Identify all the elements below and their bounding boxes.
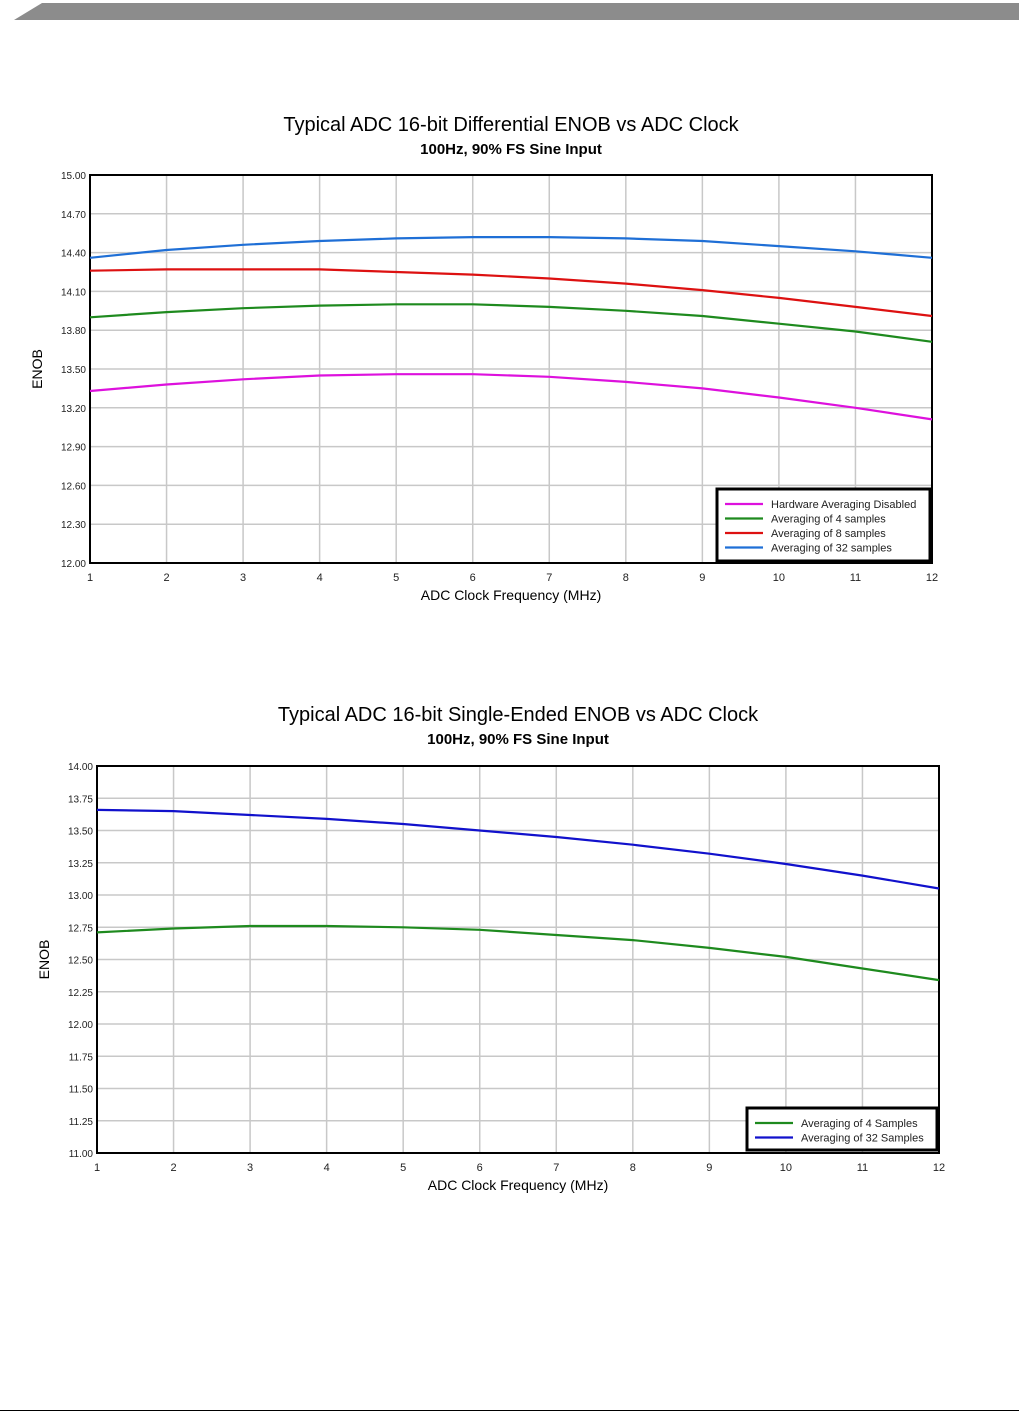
- chart-2-y-tick-label: 11.75: [69, 1052, 94, 1063]
- chart-2-subtitle: 100Hz, 90% FS Sine Input: [427, 731, 609, 748]
- chart-2-y-axis-title: ENOB: [36, 940, 52, 980]
- chart-2-x-tick-label: 1: [94, 1162, 100, 1174]
- chart-2-x-tick-label: 11: [857, 1162, 868, 1174]
- chart-2-x-tick-label: 10: [780, 1162, 792, 1174]
- chart-2-y-tick-label: 12.75: [68, 923, 93, 934]
- chart-1-x-tick-label: 5: [393, 572, 399, 584]
- chart-2-y-tick-label: 13.75: [68, 794, 93, 805]
- chart-1-y-tick-label: 12.60: [61, 481, 86, 492]
- chart-2-y-tick-label: 13.25: [68, 859, 93, 870]
- chart-1-title: Typical ADC 16-bit Differential ENOB vs …: [283, 114, 739, 136]
- chart-2-y-tick-label: 14.00: [68, 762, 93, 773]
- chart-1-x-tick-label: 4: [317, 572, 323, 584]
- chart-2-x-tick-label: 2: [170, 1162, 176, 1174]
- chart-1-legend-label: Averaging of 8 samples: [771, 528, 886, 540]
- chart-1-plot-border: [89, 174, 933, 564]
- chart-2-y-tick-label: 11.25: [69, 1117, 94, 1128]
- chart-2-legend-label: Averaging of 4 Samples: [801, 1118, 918, 1130]
- chart-2-title: Typical ADC 16-bit Single-Ended ENOB vs …: [277, 704, 759, 726]
- chart-2-y-tick-label: 12.00: [68, 1020, 93, 1031]
- chart-1-x-axis-title: ADC Clock Frequency (MHz): [421, 587, 601, 603]
- chart-1-y-tick-label: 12.90: [61, 443, 86, 454]
- chart-1-y-tick-label: 13.50: [61, 365, 86, 376]
- chart-1-x-tick-label: 10: [773, 572, 785, 584]
- chart-2-x-axis-title: ADC Clock Frequency (MHz): [428, 1177, 608, 1193]
- chart-1-legend-label: Hardware Averaging Disabled: [771, 499, 916, 511]
- footer-rule: [0, 1410, 1019, 1411]
- chart-1-x-tick-label: 9: [699, 572, 705, 584]
- chart-2-legend-label: Averaging of 32 Samples: [801, 1133, 924, 1145]
- chart-1-x-tick-label: 6: [470, 572, 476, 584]
- chart-2-y-tick-label: 12.25: [68, 988, 93, 999]
- chart-1-legend-label: Averaging of 4 samples: [771, 514, 886, 526]
- chart-1-y-tick-label: 14.10: [61, 287, 86, 298]
- chart-1-y-tick-label: 13.80: [61, 326, 86, 337]
- chart-2-y-tick-label: 13.00: [68, 891, 93, 902]
- chart-1-y-tick-label: 14.70: [61, 210, 86, 221]
- chart-1-y-tick-label: 13.20: [61, 404, 86, 415]
- chart-1-y-axis-title: ENOB: [29, 349, 45, 389]
- chart-2-plot-border: [96, 765, 940, 1154]
- header-band: [14, 3, 1019, 20]
- chart-2-y-tick-label: 11.00: [69, 1149, 94, 1160]
- chart-1-legend: [715, 487, 932, 563]
- chart-1-series-1-line: [89, 373, 933, 421]
- chart-2-x-tick-label: 9: [706, 1162, 712, 1174]
- chart-2-x-tick-label: 6: [477, 1162, 483, 1174]
- chart-1-x-tick-label: 12: [926, 572, 938, 584]
- chart-2-series-1-line: [96, 924, 940, 982]
- chart-1-y-tick-label: 14.40: [61, 249, 86, 260]
- chart-1-x-tick-label: 11: [850, 572, 861, 584]
- chart-1-y-tick-label: 15.00: [61, 171, 86, 182]
- chart-2-x-tick-label: 7: [553, 1162, 559, 1174]
- chart-1-x-tick-label: 1: [87, 572, 93, 584]
- chart-1-x-tick-label: 2: [163, 572, 169, 584]
- chart-1-legend-label: Averaging of 32 samples: [771, 543, 892, 555]
- chart-2-y-tick-label: 11.50: [69, 1085, 94, 1096]
- chart-1-svg: 1 2 3 4 5 6 7 8 9 10 11 1215.0014.7014.4014.1013.80…: [29, 171, 938, 603]
- chart-2-x-tick-label: 5: [400, 1162, 406, 1174]
- chart-2-legend: [745, 1106, 939, 1152]
- chart-1-x-tick-label: 7: [546, 572, 552, 584]
- chart-1-series-4-line: [89, 236, 933, 259]
- chart-2-y-tick-label: 12.50: [68, 956, 93, 967]
- chart-1-series-3-line: [89, 268, 933, 318]
- chart-2-x-tick-label: 12: [933, 1162, 945, 1174]
- chart-2-y-tick-label: 13.50: [68, 827, 93, 838]
- chart-1-y-tick-label: 12.00: [61, 559, 86, 570]
- chart-1-x-tick-label: 3: [240, 572, 246, 584]
- chart-1-y-tick-label: 12.30: [61, 520, 86, 531]
- chart-2-x-tick-label: 8: [630, 1162, 636, 1174]
- chart-2-x-tick-label: 4: [324, 1162, 330, 1174]
- chart-1-series-2-line: [89, 303, 933, 343]
- chart-1-subtitle: 100Hz, 90% FS Sine Input: [420, 141, 602, 158]
- chart-1-x-tick-label: 8: [623, 572, 629, 584]
- chart-2-series-2-line: [96, 808, 940, 890]
- chart-2-x-tick-label: 3: [247, 1162, 253, 1174]
